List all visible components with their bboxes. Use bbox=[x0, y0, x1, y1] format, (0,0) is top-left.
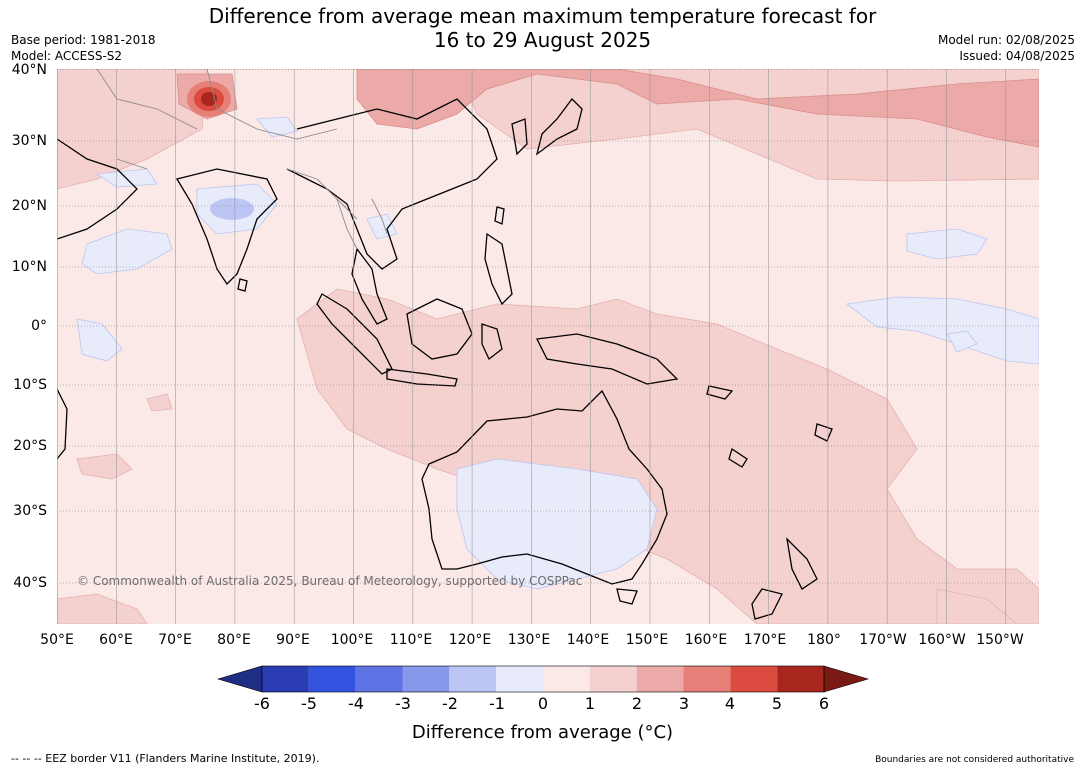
lon-label: 50°E bbox=[40, 632, 74, 648]
colorbar-extend-high bbox=[823, 665, 870, 693]
colorbar-segment bbox=[636, 666, 684, 692]
lat-label: 30°N bbox=[11, 133, 47, 149]
lat-label: 40°S bbox=[13, 575, 47, 591]
country-borders bbox=[96, 69, 388, 250]
colorbar-segment bbox=[262, 666, 309, 692]
colorbar-outline bbox=[261, 665, 825, 693]
lon-label: 150°W bbox=[976, 632, 1024, 648]
colorbar-tick-label: -6 bbox=[254, 694, 270, 713]
lon-label: 140°E bbox=[566, 632, 610, 648]
lon-label: 180° bbox=[807, 632, 841, 648]
lat-label: 0° bbox=[31, 318, 47, 334]
colorbar-segment bbox=[683, 666, 731, 692]
colorbar-segment bbox=[730, 666, 778, 692]
eez-border-legend: -- -- -- EEZ border V11 (Flanders Marine… bbox=[11, 752, 320, 765]
boundary-disclaimer: Boundaries are not considered authoritat… bbox=[875, 755, 1074, 765]
colorbar-segment bbox=[777, 666, 824, 692]
anomaly-minus1-2-region bbox=[210, 198, 254, 220]
map-title: Difference from average mean maximum tem… bbox=[0, 4, 1085, 52]
colorbar-tick-label: -2 bbox=[442, 694, 458, 713]
longitude-gridlines bbox=[57, 69, 1007, 624]
lat-label: 30°S bbox=[13, 503, 47, 519]
title-line-1: Difference from average mean maximum tem… bbox=[208, 4, 877, 28]
run-info: Model run: 02/08/2025 Issued: 04/08/2025 bbox=[938, 32, 1075, 64]
coastlines bbox=[57, 98, 833, 620]
lat-label: 40°N bbox=[11, 62, 47, 78]
colorbar-tick-label: 2 bbox=[631, 694, 643, 713]
colorbar-tick-label: -3 bbox=[395, 694, 411, 713]
colorbar bbox=[216, 665, 870, 693]
map-svg bbox=[57, 69, 1039, 624]
title-line-2: 16 to 29 August 2025 bbox=[433, 28, 652, 52]
lat-label: 20°N bbox=[11, 198, 47, 214]
colorbar-tick-label: 3 bbox=[678, 694, 690, 713]
lat-label: 20°S bbox=[13, 438, 47, 454]
colorbar-segment bbox=[449, 666, 497, 692]
model-run: Model run: 02/08/2025 bbox=[937, 33, 1075, 47]
anomaly-hotspot bbox=[187, 81, 231, 117]
base-period: Base period: 1981-2018 bbox=[11, 33, 156, 47]
colorbar-tick-label: 4 bbox=[724, 694, 736, 713]
colorbar-tick-label: 1 bbox=[584, 694, 596, 713]
lon-label: 160°W bbox=[918, 632, 966, 648]
lon-label: 160°E bbox=[684, 632, 728, 648]
copyright-notice: © Commonwealth of Australia 2025, Bureau… bbox=[77, 574, 583, 588]
colorbar-segment bbox=[355, 666, 403, 692]
colorbar-tick-label: 5 bbox=[771, 694, 783, 713]
colorbar-tick-label: -5 bbox=[301, 694, 317, 713]
model-name: Model: ACCESS-S2 bbox=[11, 49, 123, 63]
colorbar-segment bbox=[496, 666, 543, 692]
lon-label: 130°E bbox=[507, 632, 551, 648]
lon-label: 170°E bbox=[743, 632, 787, 648]
colorbar-segment bbox=[543, 666, 590, 692]
model-info: Base period: 1981-2018 Model: ACCESS-S2 bbox=[11, 32, 156, 64]
lon-label: 90°E bbox=[276, 632, 310, 648]
colorbar-segment bbox=[589, 666, 637, 692]
lon-label: 120°E bbox=[448, 632, 492, 648]
colorbar-segment bbox=[402, 666, 450, 692]
lon-label: 150°E bbox=[625, 632, 669, 648]
colorbar-segment bbox=[308, 666, 356, 692]
colorbar-title: Difference from average (°C) bbox=[411, 722, 674, 743]
colorbar-tick-label: 6 bbox=[818, 694, 830, 713]
lon-label: 80°E bbox=[217, 632, 251, 648]
colorbar-tick-label: 0 bbox=[537, 694, 549, 713]
issued-date: Issued: 04/08/2025 bbox=[959, 49, 1075, 63]
colorbar-tick-label: -1 bbox=[489, 694, 505, 713]
map-area bbox=[57, 69, 1039, 624]
lon-label: 100°E bbox=[330, 632, 374, 648]
colorbar-tick-label: -4 bbox=[348, 694, 364, 713]
lon-label: 70°E bbox=[158, 632, 192, 648]
lon-label: 60°E bbox=[99, 632, 133, 648]
lat-label: 10°S bbox=[13, 377, 47, 393]
lat-label: 10°N bbox=[11, 259, 47, 275]
lon-label: 110°E bbox=[389, 632, 433, 648]
lon-label: 170°W bbox=[859, 632, 907, 648]
colorbar-extend-low bbox=[216, 665, 263, 693]
